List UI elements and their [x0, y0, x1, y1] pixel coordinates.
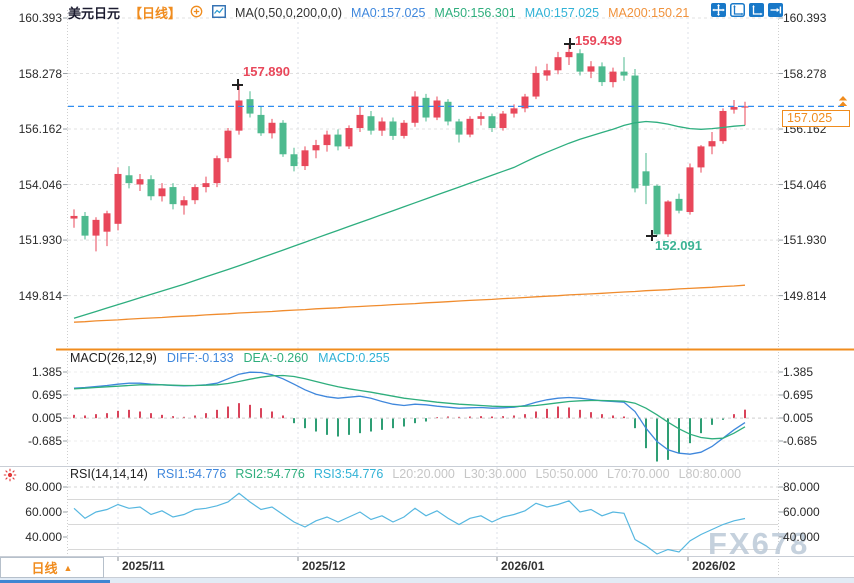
jump-to-latest-icon[interactable]	[768, 3, 783, 22]
period-tag: 【日线】	[129, 6, 182, 21]
ma-settings-label: MA(0,50,0,200,0,0)	[235, 5, 343, 20]
bottom-scrollbar-track[interactable]	[0, 578, 854, 583]
macd-header: MACD(26,12,9) DIFF:-0.133 DEA:-0.260 MAC…	[70, 351, 390, 365]
low-marker	[646, 230, 657, 241]
period-button-label: 日线	[31, 561, 58, 576]
low-annotation: 152.091	[655, 238, 702, 253]
watermark: FX678	[708, 526, 810, 561]
rsi-l30-label: L30:30.000	[463, 467, 527, 481]
rsi2-value: RSI2:54.776	[235, 467, 305, 481]
rsi-l50-label: L50:50.000	[535, 467, 599, 481]
ma0-value-2: MA0:157.025	[524, 5, 600, 20]
price-alert-arrow-icon[interactable]	[837, 95, 849, 113]
add-indicator-icon[interactable]	[190, 5, 203, 21]
alert-blink-icon	[3, 468, 17, 487]
high-annotation-2: 159.439	[575, 33, 622, 48]
symbol-title: 美元日元	[68, 6, 121, 21]
high-marker-1	[232, 79, 243, 90]
macd-diff-value: DIFF:-0.133	[166, 351, 234, 365]
period-selector-button[interactable]: 日线 ▲	[0, 557, 104, 578]
high-marker-2	[564, 38, 575, 49]
high-annotation-1: 157.890	[243, 64, 290, 79]
pan-icon[interactable]	[711, 3, 726, 22]
chart-header: 美元日元 【日线】 MA(0,50,0,200,0,0) MA0:157.025…	[68, 3, 689, 22]
rsi-title: RSI(14,14,14)	[70, 467, 148, 481]
chevron-up-icon: ▲	[63, 562, 73, 573]
current-price-tag: 157.025	[782, 110, 850, 127]
rsi-l80-label: L80:80.000	[678, 467, 742, 481]
ma50-value: MA50:156.301	[434, 5, 516, 20]
chart-toolbar	[711, 3, 783, 22]
ma0-value: MA0:157.025	[351, 5, 426, 20]
rsi-header: RSI(14,14,14) RSI1:54.776 RSI2:54.776 RS…	[70, 467, 741, 481]
ma200-value: MA200:150.21	[608, 5, 690, 20]
indicator-settings-icon[interactable]	[212, 4, 226, 21]
axis-scale-icon[interactable]	[730, 3, 745, 22]
axis-scale-active-icon[interactable]	[749, 3, 764, 22]
rsi1-value: RSI1:54.776	[156, 467, 227, 481]
rsi-l20-label: L20:20.000	[392, 467, 455, 481]
rsi3-value: RSI3:54.776	[313, 467, 384, 481]
macd-hist-value: MACD:0.255	[318, 351, 390, 365]
macd-title: MACD(26,12,9)	[70, 351, 157, 365]
rsi-l70-label: L70:70.000	[607, 467, 670, 481]
macd-dea-value: DEA:-0.260	[243, 351, 309, 365]
bottom-scrollbar-thumb[interactable]	[0, 580, 110, 583]
